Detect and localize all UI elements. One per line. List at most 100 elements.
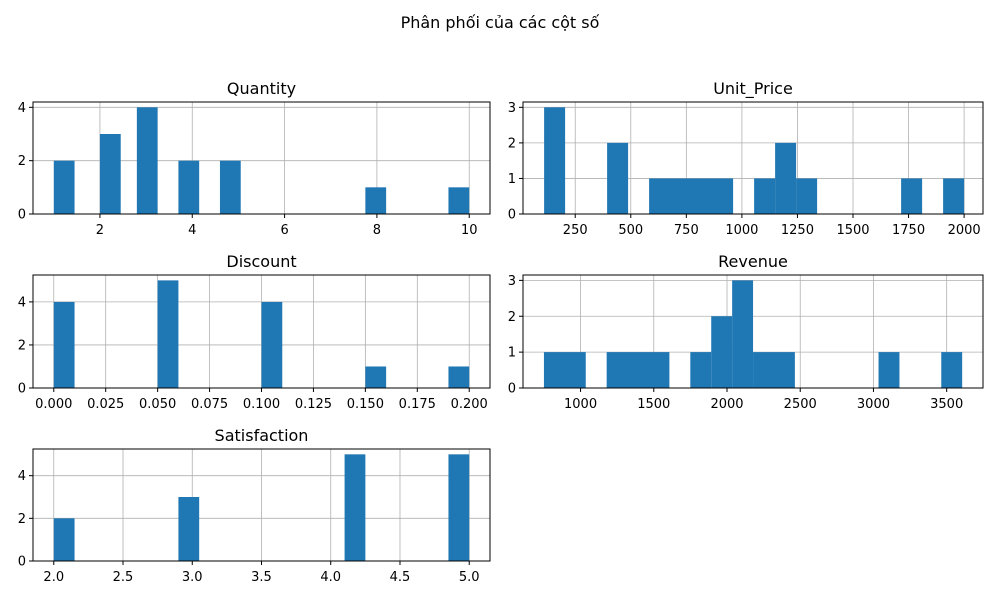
unit-price-y-tick-label: 1 bbox=[508, 172, 516, 187]
satisfaction-x-tick-label: 4.0 bbox=[320, 570, 341, 585]
quantity-x-tick-label: 6 bbox=[280, 223, 288, 238]
satisfaction-y-tick-label: 2 bbox=[18, 512, 26, 527]
revenue-y-tick-label: 0 bbox=[508, 382, 516, 397]
unit-price-histogram-bar bbox=[607, 142, 629, 214]
revenue-histogram-bar bbox=[732, 280, 754, 388]
unit-price-x-tick-label: 250 bbox=[563, 223, 588, 238]
revenue-panel-title: Revenue bbox=[718, 252, 788, 271]
satisfaction-x-tick-label: 3.0 bbox=[182, 570, 203, 585]
revenue-x-tick-label: 1500 bbox=[637, 397, 670, 412]
unit-price-x-tick-label: 1000 bbox=[725, 223, 758, 238]
revenue-axes-frame bbox=[522, 274, 984, 389]
revenue-x-tick-label: 3500 bbox=[930, 397, 963, 412]
discount-x-tick-label: 0.025 bbox=[87, 397, 124, 412]
revenue-x-tick-label: 1000 bbox=[564, 397, 597, 412]
discount-histogram-panel: Discount 0.000 0.025 0.050 0.075 0.100 0.125 0.… bbox=[18, 252, 491, 412]
revenue-histogram-bar bbox=[690, 352, 712, 388]
figure-suptitle: Phân phối của các cột số bbox=[401, 13, 600, 32]
quantity-x-tick-label: 2 bbox=[96, 223, 104, 238]
revenue-x-tick-label: 3000 bbox=[857, 397, 890, 412]
discount-histogram-bar bbox=[261, 301, 283, 388]
quantity-y-tick-label: 4 bbox=[18, 101, 26, 116]
quantity-histogram-bar bbox=[136, 107, 158, 214]
satisfaction-x-tick-label: 2.5 bbox=[113, 570, 134, 585]
satisfaction-x-tick-label: 4.5 bbox=[390, 570, 411, 585]
quantity-y-tick-label: 2 bbox=[18, 154, 26, 169]
satisfaction-histogram-bar bbox=[344, 454, 366, 561]
unit-price-histogram-bar bbox=[775, 142, 797, 214]
discount-x-tick-label: 0.175 bbox=[399, 397, 436, 412]
discount-histogram-bar bbox=[365, 366, 387, 388]
unit-price-histogram-panel: Unit_Price 250 500 750 1000 1250 1500 1750 2000 0… bbox=[508, 79, 984, 238]
discount-x-tick-label: 0.100 bbox=[243, 397, 280, 412]
quantity-x-tick-label: 10 bbox=[461, 223, 478, 238]
discount-x-tick-label: 0.125 bbox=[295, 397, 332, 412]
quantity-histogram-bar bbox=[219, 160, 241, 214]
discount-histogram-bar bbox=[448, 366, 470, 388]
unit-price-axes-frame bbox=[522, 101, 984, 215]
satisfaction-x-tick-label: 5.0 bbox=[459, 570, 480, 585]
quantity-histogram-bar bbox=[448, 187, 470, 214]
revenue-x-tick-label: 2000 bbox=[710, 397, 743, 412]
discount-x-tick-label: 0.000 bbox=[35, 397, 72, 412]
discount-x-tick-label: 0.150 bbox=[347, 397, 384, 412]
unit-price-histogram-bar bbox=[754, 178, 776, 214]
discount-x-tick-label: 0.050 bbox=[139, 397, 176, 412]
satisfaction-y-tick-label: 4 bbox=[18, 469, 26, 484]
revenue-y-tick-label: 1 bbox=[508, 346, 516, 361]
quantity-histogram-bar bbox=[178, 160, 200, 214]
satisfaction-panel-title: Satisfaction bbox=[215, 426, 309, 445]
revenue-y-tick-label: 3 bbox=[508, 274, 516, 289]
unit-price-x-tick-label: 2000 bbox=[948, 223, 981, 238]
unit-price-y-tick-label: 2 bbox=[508, 136, 516, 151]
revenue-histogram-panel: Revenue 1000 1500 2000 2500 3000 3500 0 1 2 3 bbox=[508, 252, 984, 412]
unit-price-y-tick-label: 3 bbox=[508, 101, 516, 116]
quantity-histogram-bar bbox=[365, 187, 387, 214]
unit-price-x-tick-label: 1250 bbox=[781, 223, 814, 238]
unit-price-histogram-bar bbox=[901, 178, 923, 214]
revenue-histogram-bar bbox=[711, 316, 733, 388]
discount-y-tick-label: 4 bbox=[18, 295, 26, 310]
satisfaction-histogram-panel: Satisfaction 2.0 2.5 3.0 3.5 4.0 4.5 5.0 0 2 4 bbox=[18, 426, 491, 585]
discount-x-tick-label: 0.200 bbox=[451, 397, 488, 412]
revenue-x-tick-label: 2500 bbox=[784, 397, 817, 412]
discount-histogram-bar bbox=[53, 301, 75, 388]
unit-price-histogram-bar bbox=[544, 107, 566, 214]
revenue-y-tick-label: 2 bbox=[508, 310, 516, 325]
discount-histogram-bar bbox=[157, 280, 179, 388]
discount-y-tick-label: 0 bbox=[18, 382, 26, 397]
unit-price-x-tick-label: 1500 bbox=[836, 223, 869, 238]
quantity-x-tick-label: 8 bbox=[373, 223, 381, 238]
satisfaction-x-tick-label: 3.5 bbox=[251, 570, 272, 585]
satisfaction-y-tick-label: 0 bbox=[18, 555, 26, 570]
quantity-histogram-panel: Quantity 2 4 6 8 10 0 2 4 bbox=[18, 79, 491, 238]
satisfaction-histogram-bar bbox=[448, 454, 470, 561]
discount-y-tick-label: 2 bbox=[18, 338, 26, 353]
revenue-histogram-bar bbox=[606, 352, 670, 388]
quantity-histogram-bar bbox=[53, 160, 75, 214]
discount-x-tick-label: 0.075 bbox=[191, 397, 228, 412]
revenue-histogram-bar bbox=[941, 352, 963, 388]
revenue-histogram-bar bbox=[878, 352, 900, 388]
unit-price-y-tick-label: 0 bbox=[508, 208, 516, 223]
satisfaction-histogram-bar bbox=[53, 518, 75, 561]
satisfaction-histogram-bar bbox=[178, 497, 200, 561]
unit-price-histogram-bar bbox=[796, 178, 818, 214]
discount-panel-title: Discount bbox=[226, 252, 296, 271]
quantity-histogram-bar bbox=[99, 134, 121, 214]
revenue-histogram-bar bbox=[543, 352, 586, 388]
revenue-histogram-bar bbox=[753, 352, 795, 388]
quantity-panel-title: Quantity bbox=[227, 79, 296, 98]
satisfaction-x-tick-label: 2.0 bbox=[43, 570, 64, 585]
unit-price-x-tick-label: 750 bbox=[674, 223, 699, 238]
unit-price-panel-title: Unit_Price bbox=[713, 79, 793, 99]
quantity-x-tick-label: 4 bbox=[188, 223, 196, 238]
unit-price-x-tick-label: 500 bbox=[618, 223, 643, 238]
quantity-axes-frame bbox=[32, 101, 491, 215]
unit-price-histogram-bar bbox=[649, 178, 734, 214]
unit-price-x-tick-label: 1750 bbox=[892, 223, 925, 238]
unit-price-histogram-bar bbox=[943, 178, 965, 214]
quantity-y-tick-label: 0 bbox=[18, 208, 26, 223]
